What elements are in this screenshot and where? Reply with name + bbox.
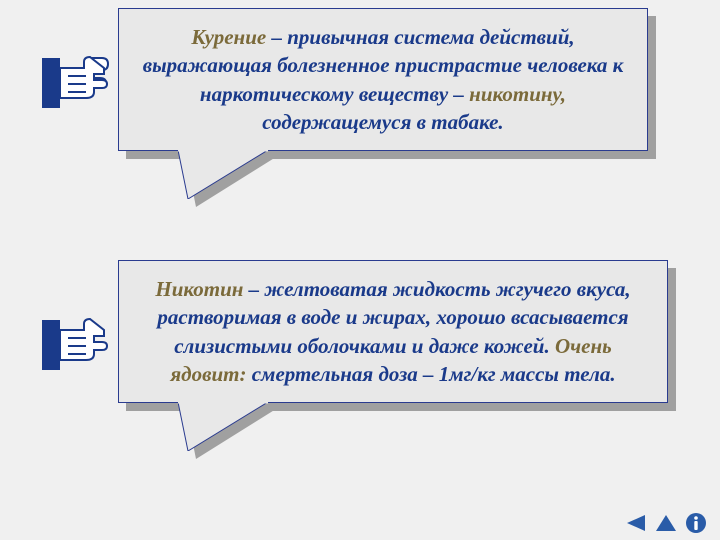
info-button[interactable]: [682, 512, 710, 534]
callout-tail: [178, 401, 268, 451]
prev-button[interactable]: [622, 512, 650, 534]
triangle-up-icon: [655, 514, 677, 532]
text-body: содержащемуся в табаке.: [262, 110, 503, 134]
pointing-hand-icon: [40, 310, 110, 380]
info-icon: [685, 512, 707, 534]
callout-nicotine: Никотин – желтоватая жидкость жгучего вк…: [40, 260, 668, 403]
text-body: смертельная доза – 1мг/кг массы тела.: [246, 362, 615, 386]
callout-box: Курение – привычная система действий, вы…: [118, 8, 648, 151]
triangle-left-icon: [625, 514, 647, 532]
callout-smoking: Курение – привычная система действий, вы…: [40, 8, 648, 151]
pointing-hand-icon: [40, 48, 110, 118]
text-accent: никотину,: [469, 82, 566, 106]
nav-buttons: [622, 512, 710, 534]
text-accent: Никотин: [155, 277, 243, 301]
callout-box: Никотин – желтоватая жидкость жгучего вк…: [118, 260, 668, 403]
text-accent: Курение: [191, 25, 266, 49]
home-button[interactable]: [652, 512, 680, 534]
callout-tail: [178, 149, 268, 199]
